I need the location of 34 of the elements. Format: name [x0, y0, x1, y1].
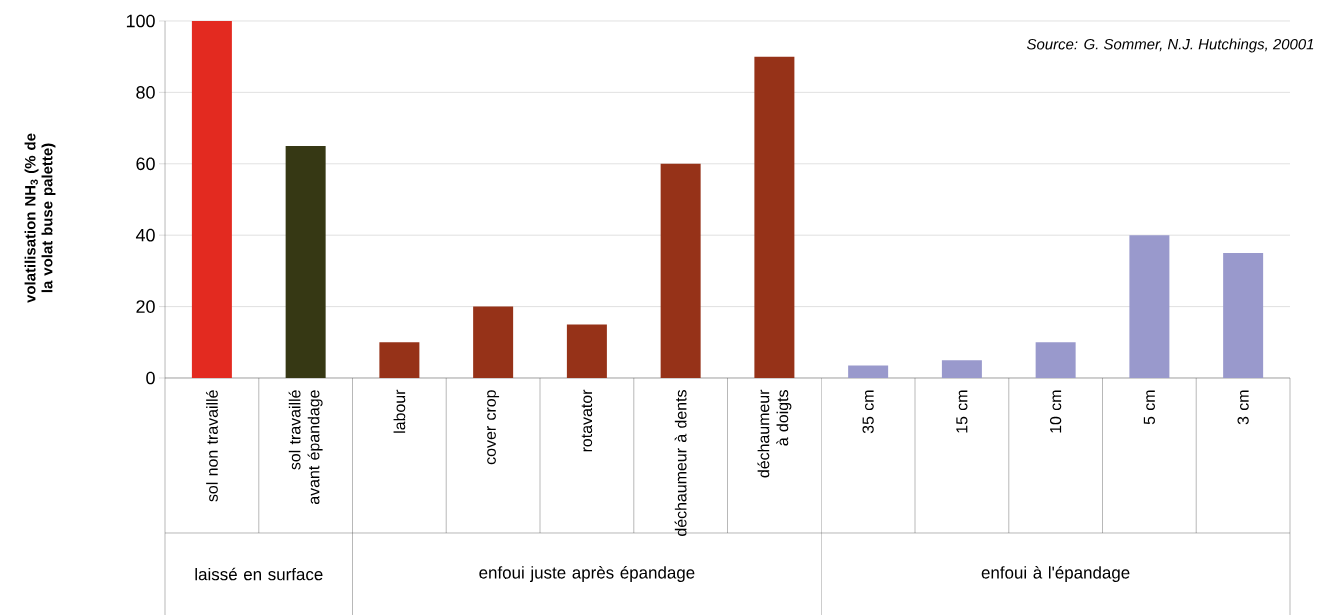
text: enfoui à l'épandage: [981, 565, 1130, 582]
x-tick-label: sol non travaillé: [205, 390, 218, 502]
annotation: Source: G. Sommer, N.J. Hutchings, 20001: [1026, 38, 1314, 53]
bar: [473, 306, 514, 378]
y-tick-label: 80: [136, 85, 155, 99]
x-tick-label: déchaumeur à doigts: [757, 389, 792, 478]
x-tick-label: 5 cm: [1143, 390, 1155, 425]
y-tick-label: 100: [126, 14, 155, 28]
bar: [848, 365, 889, 378]
x-tick-label: 15 cm: [956, 390, 968, 433]
y-tick-label: 40: [135, 228, 155, 242]
bar: [1035, 342, 1076, 378]
text: laissé en surface: [195, 567, 323, 581]
y-tick-label: 20: [136, 300, 155, 313]
bar: [754, 56, 795, 378]
bar: [1129, 235, 1170, 378]
x-tick-label: labour: [393, 389, 406, 433]
bar: [285, 145, 326, 378]
bar: [566, 324, 607, 378]
bar: [191, 20, 232, 378]
x-tick-label: rotavator: [581, 389, 593, 452]
y-tick-label: 60: [136, 157, 155, 171]
bar: [941, 360, 982, 378]
x-tick-label: cover crop: [487, 390, 500, 465]
x-tick-label: 35 cm: [862, 390, 874, 434]
bar: [660, 163, 701, 378]
x-tick-label: 10 cm: [1049, 390, 1062, 433]
bar: [1223, 252, 1264, 378]
text: enfoui juste après épandage: [479, 565, 695, 582]
y-tick-label: 0: [146, 371, 155, 385]
bar: [379, 342, 420, 378]
x-tick-label: déchaumeur à dents: [674, 390, 687, 536]
x-tick-label: sol travaillé avant épandage: [288, 390, 323, 504]
x-tick-label: 3 cm: [1237, 390, 1249, 425]
